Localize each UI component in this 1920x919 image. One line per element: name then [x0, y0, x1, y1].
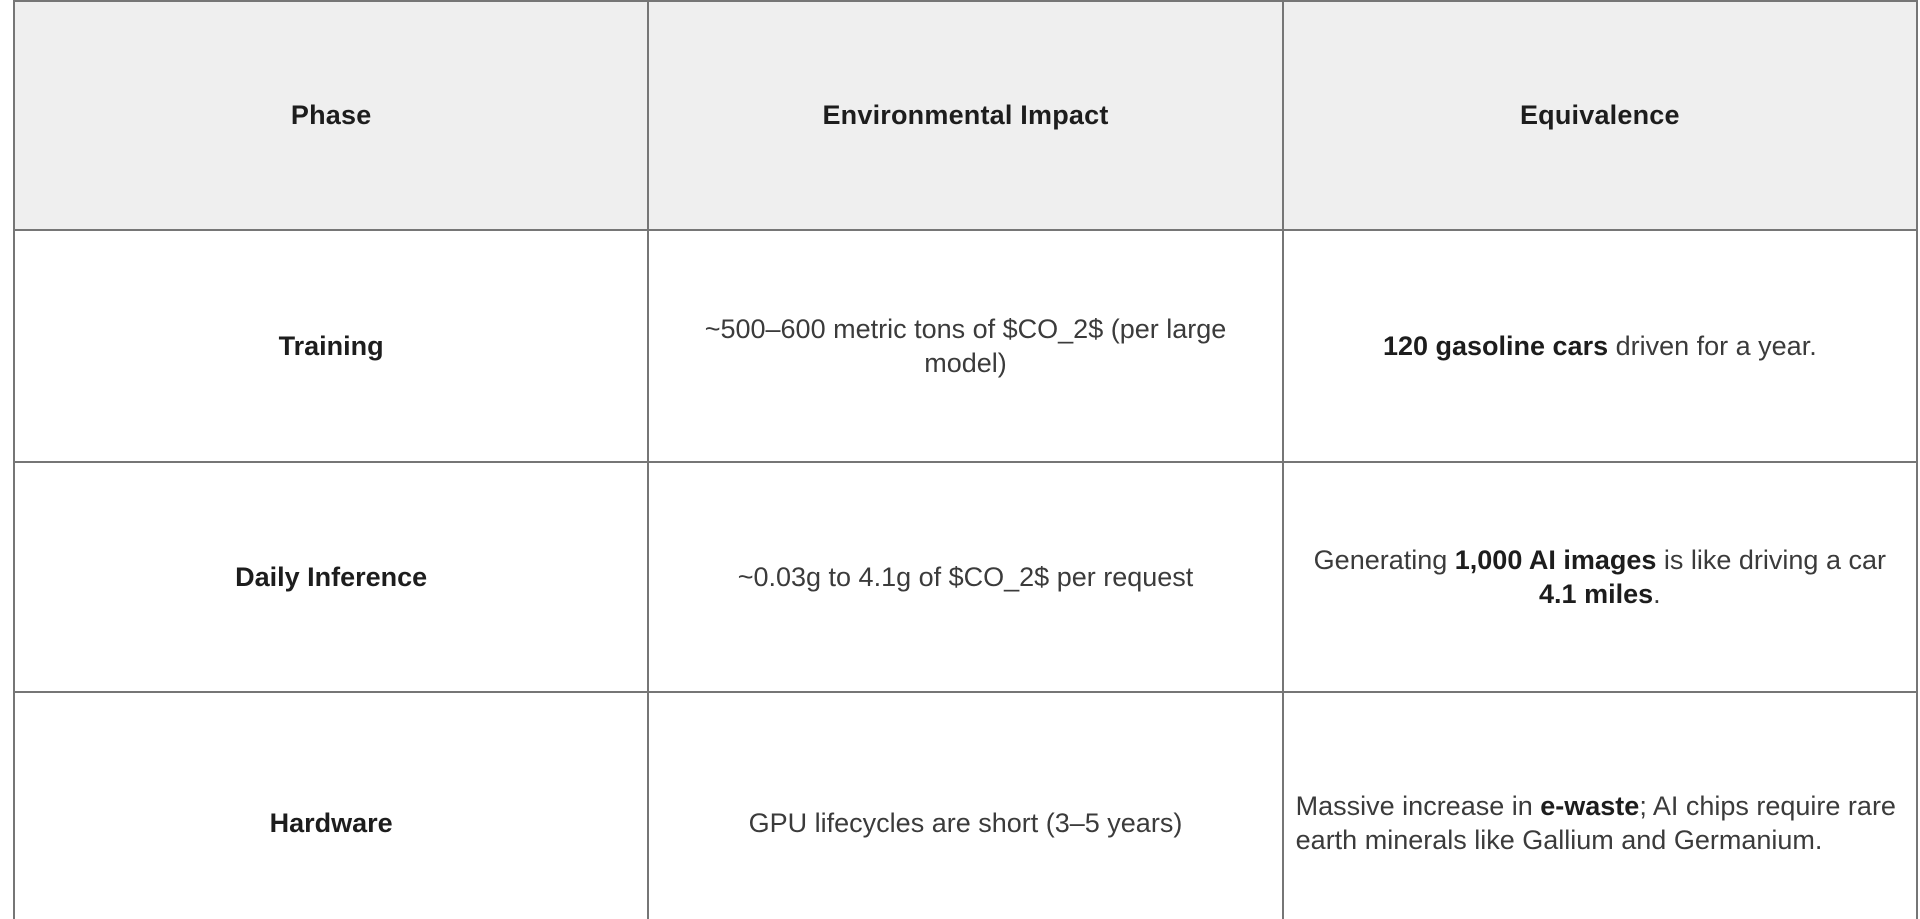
header-cell-environmental-impact: Environmental Impact — [647, 0, 1284, 231]
table-row-training: Training ~500–600 metric tons of $CO_2$ … — [12, 229, 1919, 463]
cell-daily-inference-phase: Daily Inference — [12, 461, 650, 693]
cell-hardware-phase: Hardware — [12, 691, 650, 919]
cell-hardware-equivalence: Massive increase in e-waste; AI chips re… — [1281, 691, 1919, 919]
cell-training-impact: ~500–600 metric tons of $CO_2$ (per larg… — [647, 229, 1284, 463]
cell-hardware-impact: GPU lifecycles are short (3–5 years) — [647, 691, 1284, 919]
header-cell-phase: Phase — [12, 0, 650, 231]
environmental-impact-table: Phase Environmental Impact Equivalence T… — [12, 0, 1919, 919]
table-row-daily-inference: Daily Inference ~0.03g to 4.1g of $CO_2$… — [12, 461, 1919, 693]
header-cell-equivalence: Equivalence — [1281, 0, 1919, 231]
cell-training-equivalence: 120 gasoline cars driven for a year. — [1281, 229, 1919, 463]
cell-daily-inference-equivalence: Generating 1,000 AI images is like drivi… — [1281, 461, 1919, 693]
table-row-hardware: Hardware GPU lifecycles are short (3–5 y… — [12, 691, 1919, 919]
cell-daily-inference-impact: ~0.03g to 4.1g of $CO_2$ per request — [647, 461, 1284, 693]
cell-training-phase: Training — [12, 229, 650, 463]
table-header-row: Phase Environmental Impact Equivalence — [12, 0, 1919, 231]
